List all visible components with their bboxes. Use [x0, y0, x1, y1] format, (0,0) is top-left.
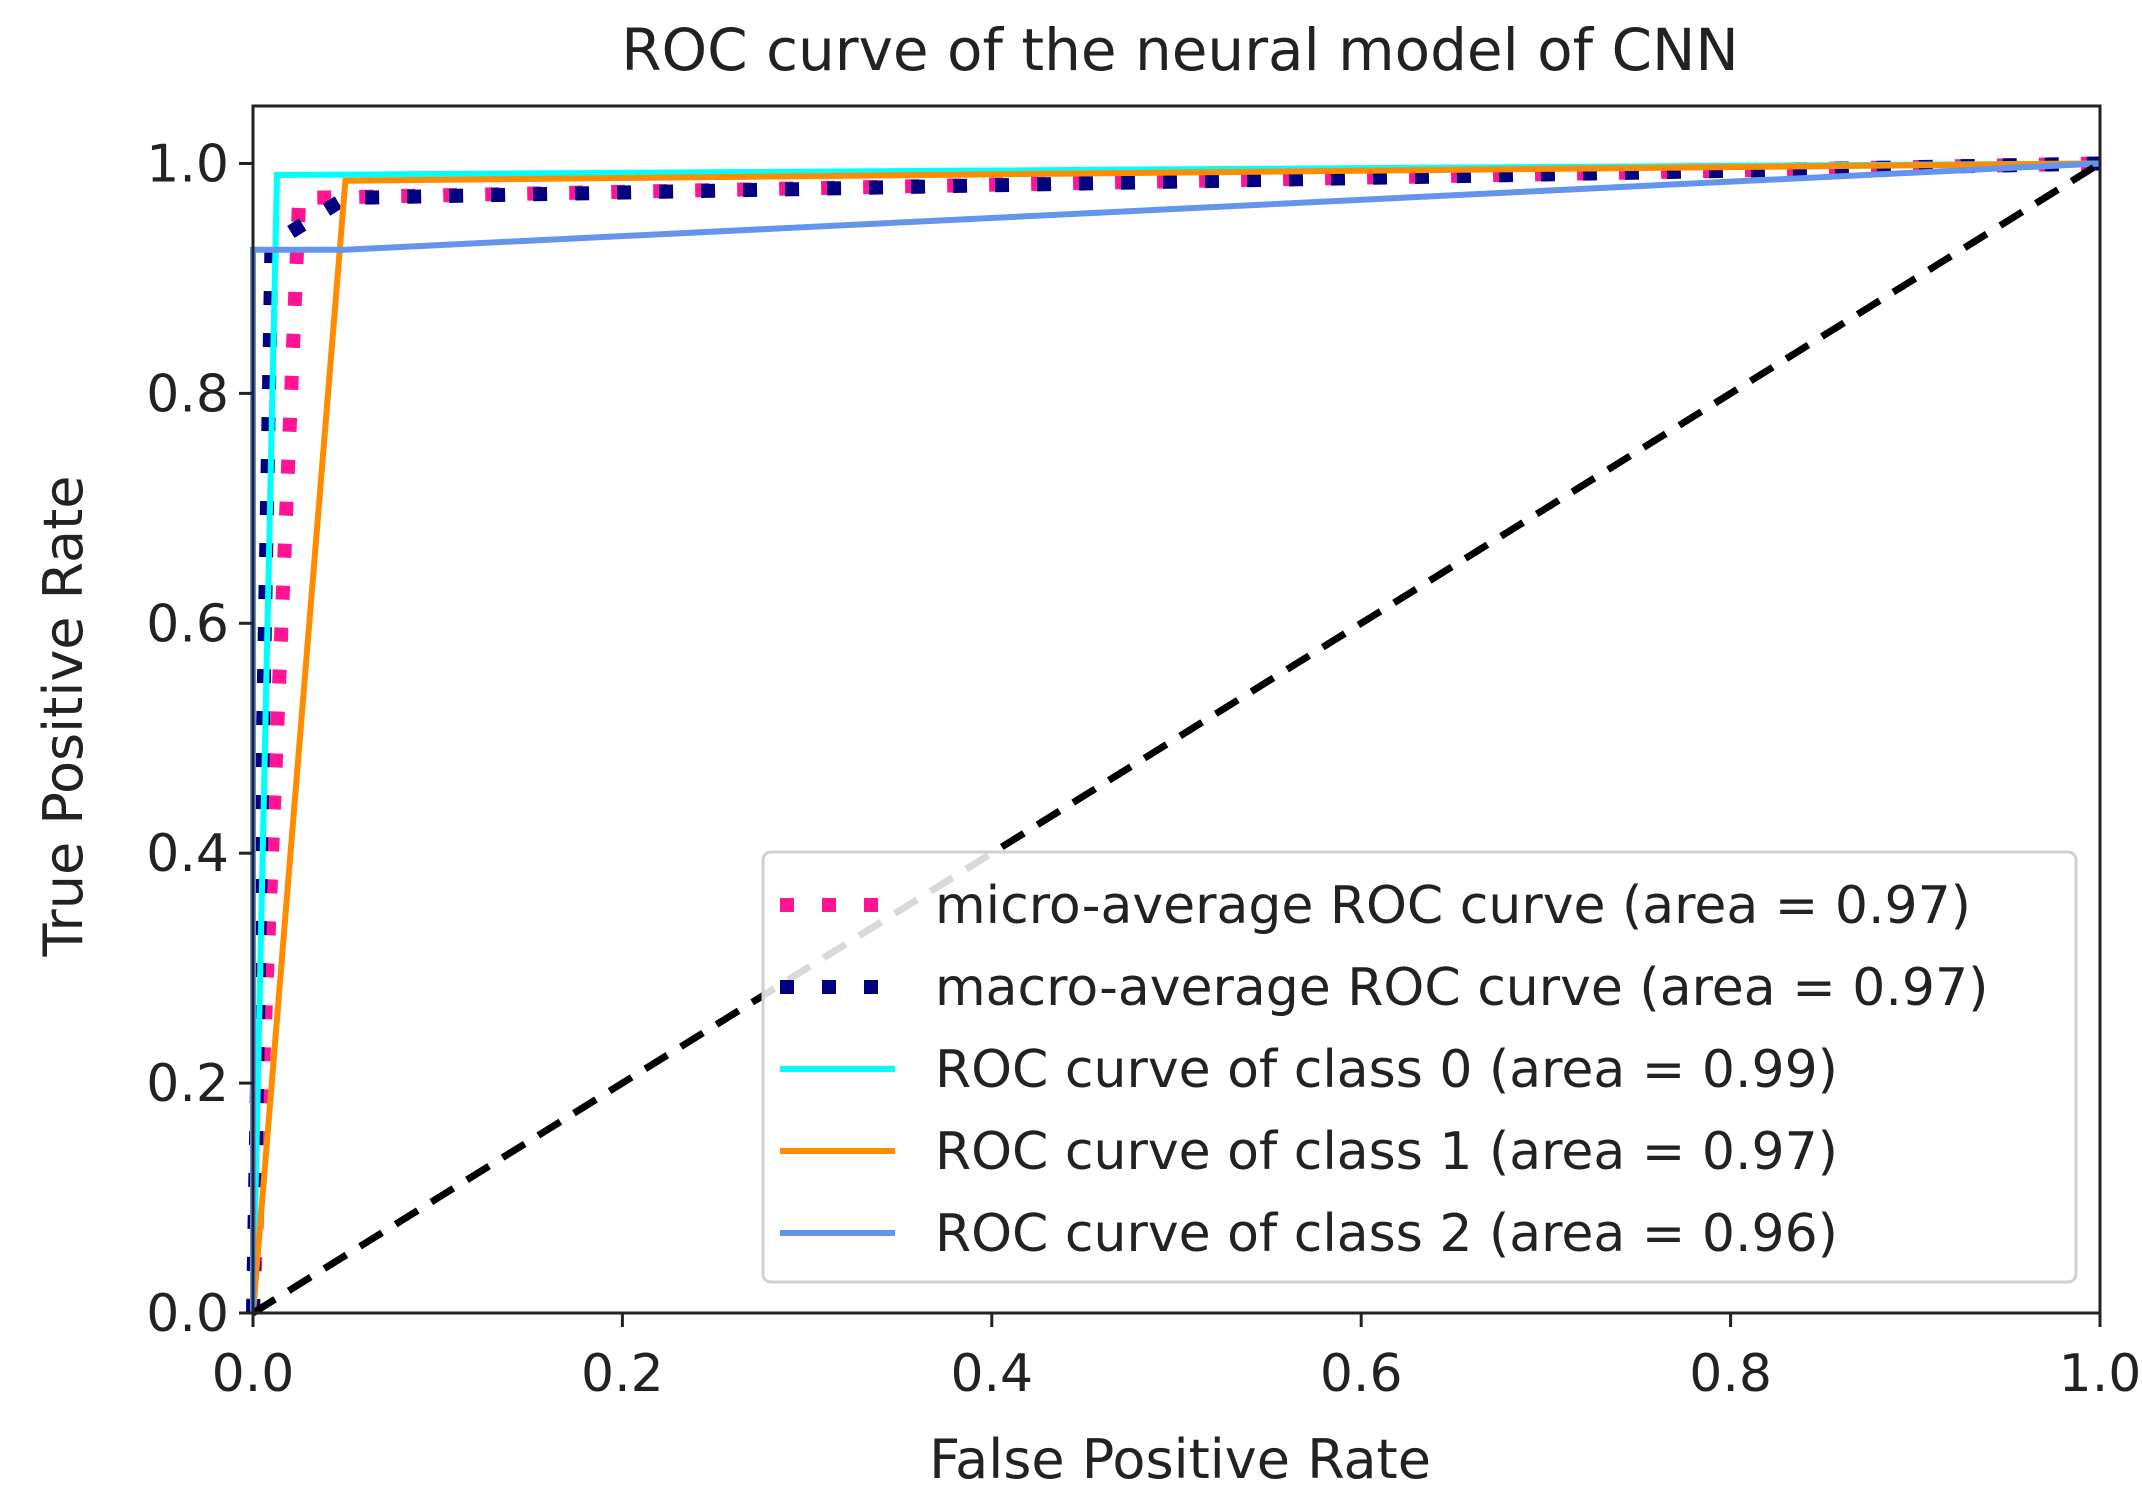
y-tick-label: 0.2 [146, 1054, 229, 1114]
y-tick-label: 0.0 [146, 1284, 229, 1344]
series-line-3 [250, 160, 2101, 1314]
x-tick-label: 1.0 [2059, 1344, 2142, 1404]
y-tick-label: 0.4 [146, 824, 229, 884]
x-tick-label: 0.8 [1689, 1344, 1772, 1404]
x-tick-label: 0.2 [581, 1344, 664, 1404]
y-tick-label: 1.0 [146, 134, 229, 194]
x-tick-label: 0.6 [1320, 1344, 1403, 1404]
legend-label-1: macro-average ROC curve (area = 0.97) [935, 958, 1988, 1018]
reference-line [251, 160, 2102, 1316]
legend-label-4: ROC curve of class 2 (area = 0.96) [935, 1204, 1838, 1264]
x-tick-label: 0.0 [212, 1344, 295, 1404]
legend-label-3: ROC curve of class 1 (area = 0.97) [935, 1122, 1838, 1182]
x-axis-label: False Positive Rate [929, 1428, 1431, 1491]
y-axis-label: True Positive Rate [32, 475, 95, 957]
legend-label-0: micro-average ROC curve (area = 0.97) [935, 876, 1971, 936]
y-tick-label: 0.8 [146, 364, 229, 424]
chart-title: ROC curve of the neural model of CNN [621, 16, 1739, 84]
x-tick-label: 0.4 [950, 1344, 1033, 1404]
legend-box [761, 850, 2078, 1284]
legend-label-2: ROC curve of class 0 (area = 0.99) [935, 1040, 1838, 1100]
y-tick-label: 0.6 [146, 594, 229, 654]
plot-frame [251, 104, 2102, 1315]
